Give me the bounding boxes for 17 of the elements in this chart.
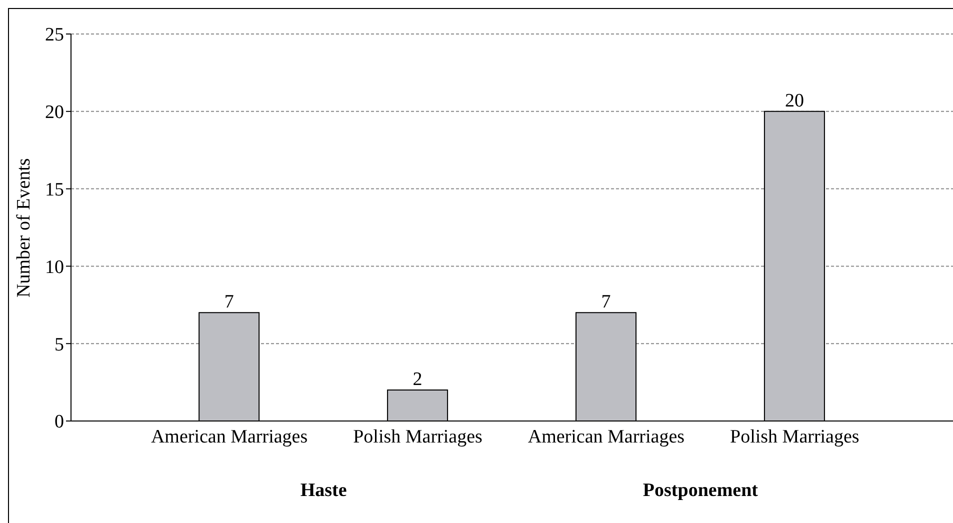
- x-tick-label: Polish Marriages: [730, 426, 860, 448]
- data-label: 2: [412, 369, 422, 390]
- y-tick-label: 25: [45, 24, 64, 46]
- y-axis-title: Number of Events: [14, 158, 35, 298]
- x-tick-label: American Marriages: [150, 426, 308, 448]
- x-tick-label: American Marriages: [528, 426, 685, 448]
- data-label: 7: [601, 292, 611, 313]
- y-tick-label: 0: [54, 412, 64, 433]
- data-label: 7: [224, 292, 234, 313]
- y-tick-label: 10: [45, 256, 64, 278]
- y-tick-label: 5: [54, 334, 64, 356]
- text: Postponement: [642, 480, 759, 502]
- y-tick-label: 15: [45, 180, 64, 201]
- x-tick-label: Polish Marriages: [353, 426, 482, 448]
- data-label: 20: [784, 90, 804, 112]
- y-tick-label: 20: [45, 102, 64, 124]
- text: Haste: [299, 480, 348, 502]
